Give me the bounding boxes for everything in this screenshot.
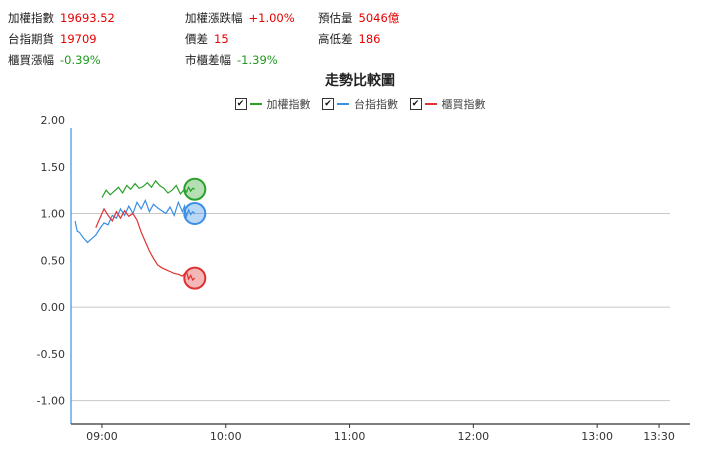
x-tick-label: 13:00 <box>581 430 613 443</box>
series-end-marker-2 <box>183 266 207 290</box>
series-end-marker-0 <box>183 177 207 201</box>
legend-swatch <box>337 103 349 105</box>
series-line-0 <box>101 179 196 198</box>
taiex-change-value: +1.00% <box>248 11 295 25</box>
legend-swatch <box>249 103 262 105</box>
legend-swatch <box>424 103 437 105</box>
chart-legend: ✔ 加權指數 ✔ 台指指數 ✔ 櫃買指數 <box>0 96 720 112</box>
y-tick-label: 1.50 <box>41 161 66 174</box>
legend-checkbox-icon[interactable]: ✔ <box>234 98 247 110</box>
legend-item-futures[interactable]: ✔ 台指指數 <box>322 96 398 112</box>
x-tick-label: 09:00 <box>86 430 118 443</box>
taiex-change-stat: 加權漲跌幅 +1.00% <box>185 10 295 26</box>
stats-panel: 加權指數 19693.52 加權漲跌幅 +1.00% 預估量 5046億 台指期貨 19… <box>0 0 720 70</box>
estimated-volume-value: 5046億 <box>358 11 400 25</box>
series-line-2 <box>95 207 196 282</box>
futures-label: 台指期貨 <box>8 32 54 46</box>
legend-item-otc[interactable]: ✔ 櫃買指數 <box>409 96 486 112</box>
y-tick-label: 1.00 <box>41 208 66 221</box>
legend-checkbox-icon[interactable]: ✔ <box>409 98 422 110</box>
taiex-value: 19693.52 <box>60 11 115 25</box>
taiex-change-label: 加權漲跌幅 <box>185 11 243 25</box>
basis-label: 價差 <box>185 32 208 46</box>
estimated-volume-stat: 預估量 5046億 <box>318 10 399 26</box>
high-low-value: 186 <box>358 32 381 46</box>
x-tick-label: 11:00 <box>334 430 366 443</box>
legend-label-taiex: 加權指數 <box>266 98 311 111</box>
series-line-1 <box>74 198 196 244</box>
x-tick-label: 13:30 <box>643 430 675 443</box>
y-tick-label: -0.50 <box>37 348 65 361</box>
otc-diff-label: 市櫃差幅 <box>185 53 231 67</box>
y-tick-label: -1.00 <box>37 395 65 408</box>
taiex-stat: 加權指數 19693.52 <box>8 10 115 26</box>
x-tick-label: 12:00 <box>457 430 489 443</box>
futures-value: 19709 <box>60 32 97 46</box>
basis-stat: 價差 15 <box>185 31 229 47</box>
legend-label-futures: 台指指數 <box>354 98 398 111</box>
high-low-label: 高低差 <box>318 32 353 46</box>
chart-title: 走勢比較圖 <box>325 73 395 89</box>
otc-diff-stat: 市櫃差幅 -1.39% <box>185 52 278 68</box>
x-tick-label: 10:00 <box>210 430 242 443</box>
legend-label-otc: 櫃買指數 <box>441 98 486 111</box>
otc-change-stat: 櫃買漲幅 -0.39% <box>8 52 101 68</box>
futures-stat: 台指期貨 19709 <box>8 31 97 47</box>
high-low-stat: 高低差 186 <box>318 31 380 47</box>
y-tick-label: 2.00 <box>41 114 66 127</box>
y-tick-label: 0.50 <box>41 254 66 267</box>
otc-change-value: -0.39% <box>60 53 101 67</box>
basis-value: 15 <box>214 32 229 46</box>
estimated-volume-label: 預估量 <box>318 11 353 25</box>
y-tick-label: 0.00 <box>41 301 66 314</box>
legend-checkbox-icon[interactable]: ✔ <box>322 98 334 110</box>
otc-diff-value: -1.39% <box>237 53 278 67</box>
otc-change-label: 櫃買漲幅 <box>8 53 54 67</box>
taiex-label: 加權指數 <box>8 11 54 25</box>
series-end-marker-1 <box>183 202 207 226</box>
legend-item-taiex[interactable]: ✔ 加權指數 <box>234 96 311 112</box>
